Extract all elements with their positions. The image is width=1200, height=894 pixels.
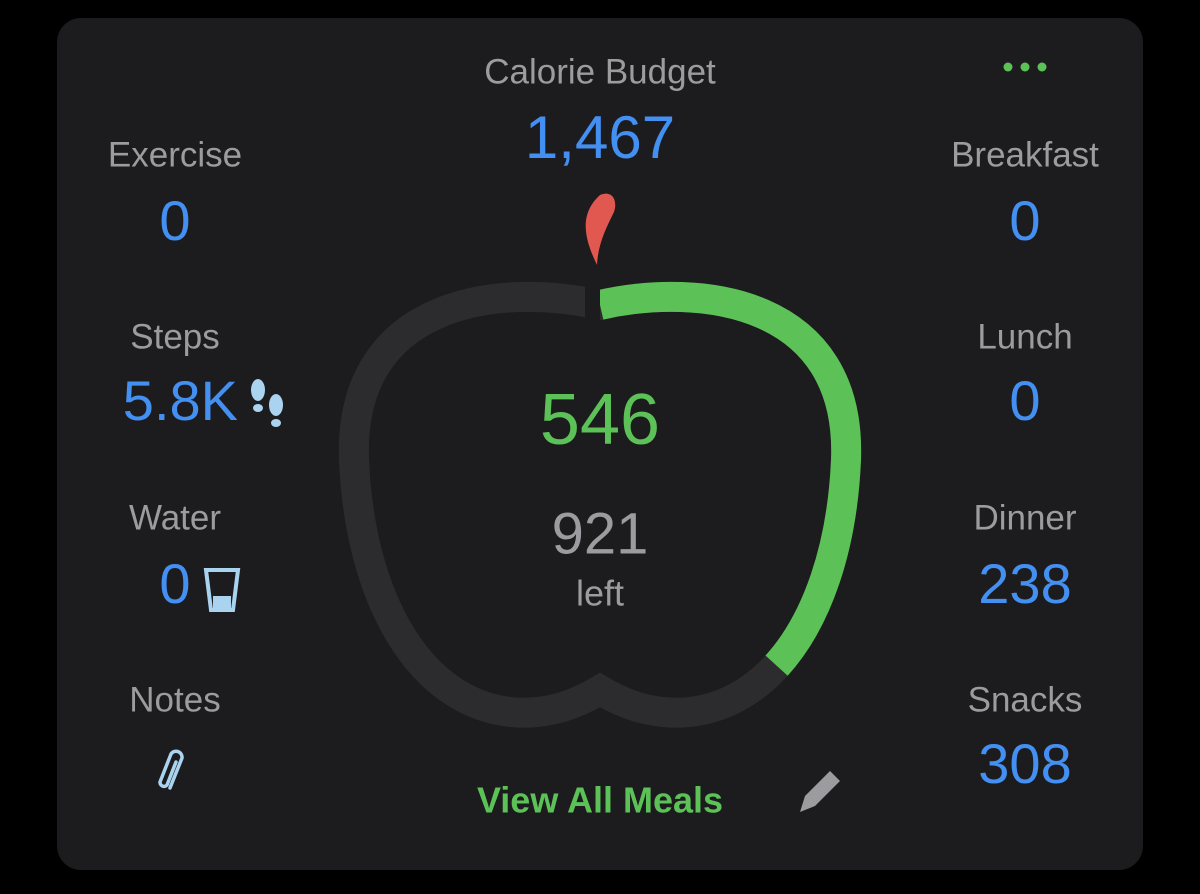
- item-label: Lunch: [977, 317, 1072, 356]
- apple-leaf: [585, 193, 616, 265]
- water-icon: [203, 568, 241, 612]
- remaining-label: left: [576, 573, 624, 614]
- edit-icon[interactable]: [800, 771, 840, 812]
- progress-arc: [338, 281, 862, 728]
- item-label: Dinner: [973, 498, 1076, 537]
- notes-icon[interactable]: [158, 749, 184, 790]
- card: [57, 18, 1143, 870]
- item-value[interactable]: 0: [1009, 189, 1040, 252]
- item-value[interactable]: 0: [159, 552, 190, 615]
- item-label: Snacks: [968, 680, 1083, 719]
- item-label: Exercise: [108, 135, 242, 174]
- view-meals-link[interactable]: View All Meals: [477, 780, 723, 821]
- item-value[interactable]: 0: [159, 189, 190, 252]
- item-value[interactable]: 308: [978, 732, 1071, 795]
- item-label: Breakfast: [951, 135, 1099, 174]
- ring-notch: [585, 280, 600, 325]
- item-label: Notes: [129, 680, 220, 719]
- remaining-value: 921: [552, 501, 649, 566]
- footprints-icon: [251, 379, 283, 427]
- item-value[interactable]: 238: [978, 552, 1071, 615]
- item-value[interactable]: 5.8K: [123, 369, 238, 432]
- eaten-value: 546: [540, 380, 660, 460]
- water-level: [213, 596, 231, 608]
- item-label: Water: [129, 498, 221, 537]
- item-label: Steps: [130, 317, 220, 356]
- budget-title: Calorie Budget: [484, 52, 716, 91]
- more-button[interactable]: [1003, 62, 1047, 72]
- budget-value: 1,467: [525, 104, 675, 171]
- item-value[interactable]: 0: [1009, 369, 1040, 432]
